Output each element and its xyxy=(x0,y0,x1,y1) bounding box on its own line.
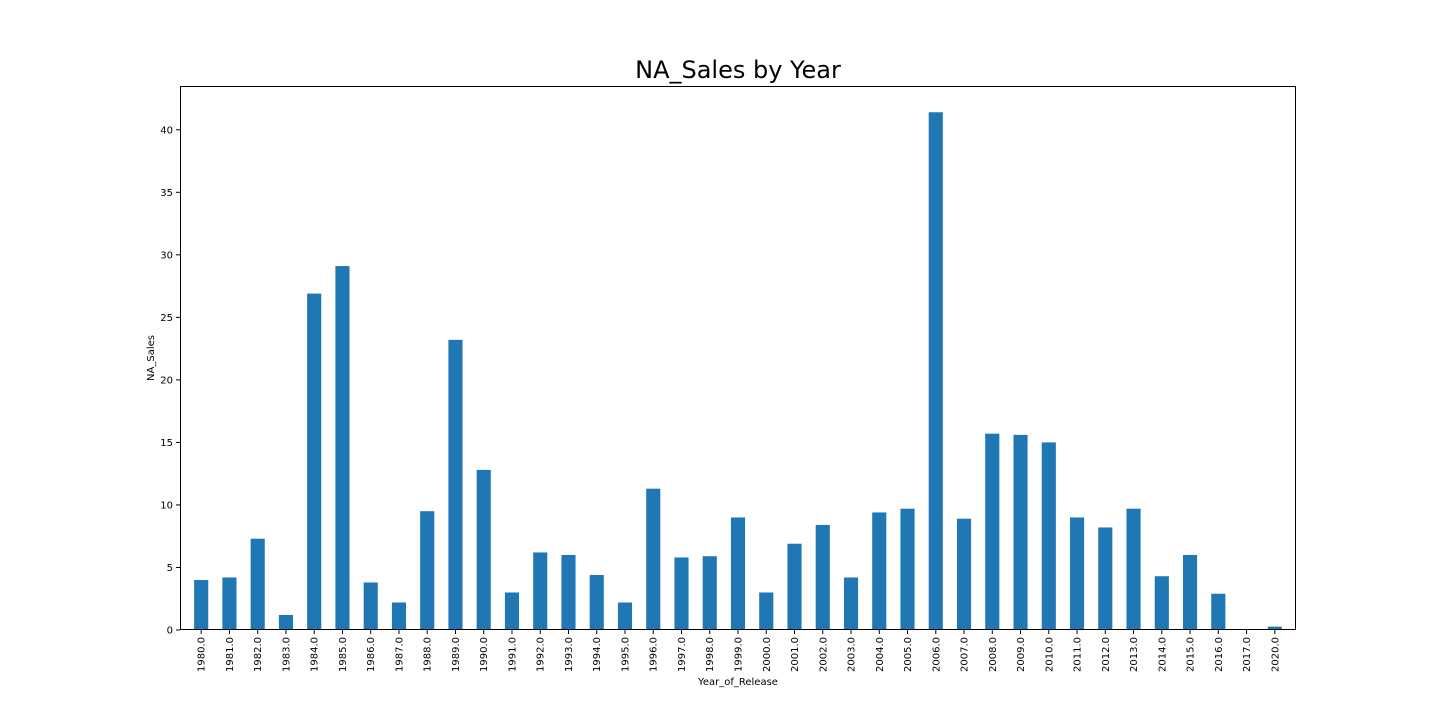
x-tick-label: 2001.0 xyxy=(790,637,801,672)
y-tick-label: 30 xyxy=(160,250,173,261)
bar-2003.0 xyxy=(843,577,859,630)
bar-2005.0 xyxy=(900,508,915,630)
x-tick-label: 2016.0 xyxy=(1214,637,1225,672)
bar-2002.0 xyxy=(815,524,830,630)
bar-1999.0 xyxy=(730,517,746,630)
x-tick-label: 2009.0 xyxy=(1016,637,1027,672)
x-tick-label: 1996.0 xyxy=(649,637,660,672)
x-tick-label: 1991.0 xyxy=(507,637,518,672)
x-tick-label: 2002.0 xyxy=(818,637,829,672)
x-tick-label: 2020.0 xyxy=(1270,637,1281,672)
plot-frame xyxy=(180,86,1296,630)
bar-2020.0 xyxy=(1267,626,1282,630)
bar-2010.0 xyxy=(1041,442,1056,630)
bar-1994.0 xyxy=(589,574,604,630)
x-tick-label: 2005.0 xyxy=(903,637,914,672)
x-tick-label: 1999.0 xyxy=(734,637,745,672)
x-tick-label: 1988.0 xyxy=(423,637,434,672)
bar-2000.0 xyxy=(759,592,774,630)
x-tick-label: 1982.0 xyxy=(253,637,264,672)
y-axis: 0 5 10 15 20 25 30 35 40 xyxy=(160,125,180,637)
bar-1980.0 xyxy=(194,579,209,630)
bar-2013.0 xyxy=(1126,508,1141,630)
x-tick-label: 1992.0 xyxy=(536,637,547,672)
y-tick-label: 10 xyxy=(160,500,173,511)
bar-1995.0 xyxy=(617,602,633,630)
x-tick-label: 1985.0 xyxy=(338,637,349,672)
bar-2015.0 xyxy=(1182,554,1198,630)
bar-1982.0 xyxy=(250,538,265,630)
x-axis-label: Year_of_Release xyxy=(697,677,778,688)
x-tick-label: 1998.0 xyxy=(705,637,716,672)
x-tick-label: 2015.0 xyxy=(1186,637,1197,672)
bar-1996.0 xyxy=(646,488,661,630)
x-tick-label: 1984.0 xyxy=(310,637,321,672)
x-tick-label: 2007.0 xyxy=(960,637,971,672)
x-tick-label: 2010.0 xyxy=(1044,637,1055,672)
y-tick-label: 35 xyxy=(160,188,173,199)
x-tick-label: 2006.0 xyxy=(931,637,942,672)
x-tick-label: 1997.0 xyxy=(677,637,688,672)
x-tick-label: 1983.0 xyxy=(281,637,292,672)
bar-group xyxy=(194,112,1282,630)
bar-2014.0 xyxy=(1154,576,1169,630)
y-tick-label: 0 xyxy=(167,626,173,637)
bar-1990.0 xyxy=(476,469,491,630)
bar-1989.0 xyxy=(448,339,463,630)
x-tick-label: 2000.0 xyxy=(762,637,773,672)
x-tick-label: 1995.0 xyxy=(620,637,631,672)
bar-2016.0 xyxy=(1211,593,1226,630)
bar-1991.0 xyxy=(504,592,520,630)
chart-title: NA_Sales by Year xyxy=(635,56,841,84)
bar-1986.0 xyxy=(363,582,378,630)
x-tick-label: 2004.0 xyxy=(875,637,886,672)
bar-1998.0 xyxy=(702,556,717,630)
bar-2007.0 xyxy=(956,518,972,630)
bar-2004.0 xyxy=(872,512,887,630)
bar-2009.0 xyxy=(1013,434,1028,630)
x-axis: 1980.0 1981.0 1982.0 1983.0 1984.0 1985.0 1986… xyxy=(197,630,1281,672)
y-tick-label: 20 xyxy=(160,375,173,386)
bar-1981.0 xyxy=(222,577,237,630)
bar-1988.0 xyxy=(420,511,435,630)
x-tick-label: 2014.0 xyxy=(1157,637,1168,672)
bar-1985.0 xyxy=(335,266,350,630)
x-tick-label: 2003.0 xyxy=(847,637,858,672)
bar-1992.0 xyxy=(533,552,548,630)
x-tick-label: 2017.0 xyxy=(1242,637,1253,672)
x-tick-label: 2011.0 xyxy=(1073,637,1084,672)
y-tick-label: 15 xyxy=(160,438,173,449)
bar-2006.0 xyxy=(928,112,943,630)
x-tick-label: 1989.0 xyxy=(451,637,462,672)
y-tick-label: 40 xyxy=(160,125,173,136)
y-tick-label: 25 xyxy=(160,313,173,324)
x-tick-label: 1990.0 xyxy=(479,637,490,672)
y-axis-label: NA_Sales xyxy=(146,335,157,381)
x-tick-label: 1986.0 xyxy=(366,637,377,672)
x-tick-label: 1980.0 xyxy=(197,637,208,672)
x-tick-label: 1994.0 xyxy=(592,637,603,672)
x-tick-label: 2013.0 xyxy=(1129,637,1140,672)
bar-1993.0 xyxy=(561,554,576,630)
y-tick-label: 5 xyxy=(167,563,173,574)
x-tick-label: 2012.0 xyxy=(1101,637,1112,672)
bar-1984.0 xyxy=(307,293,322,630)
bar-1997.0 xyxy=(674,557,689,630)
x-tick-label: 1981.0 xyxy=(225,637,236,672)
x-tick-label: 1987.0 xyxy=(394,637,405,672)
bar-1987.0 xyxy=(391,602,407,630)
x-tick-label: 1993.0 xyxy=(564,637,575,672)
bar-2001.0 xyxy=(787,543,802,630)
bar-2008.0 xyxy=(985,433,1000,630)
bar-2012.0 xyxy=(1098,527,1113,630)
bar-1983.0 xyxy=(278,614,294,630)
x-tick-label: 2008.0 xyxy=(988,637,999,672)
bar-2011.0 xyxy=(1069,517,1085,630)
